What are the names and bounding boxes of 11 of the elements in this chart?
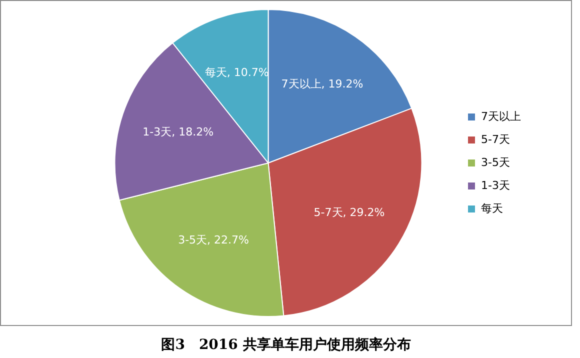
text: 图3 2016 共享单车用户使用频率分布 [160,336,412,354]
data-label: 7天以上, 19.2% [281,77,364,90]
legend-label: 3-5天 [481,156,510,169]
data-label: 5-7天, 29.2% [314,206,385,219]
legend-label: 每天 [481,202,503,215]
legend-label: 7天以上 [481,110,521,123]
data-label: 3-5天, 22.7% [178,234,249,247]
legend-label: 1-3天 [481,178,510,192]
legend-label: 5-7天 [481,132,510,146]
data-label: 1-3天, 18.2% [142,125,214,138]
data-label: 每天, 10.7% [204,66,269,80]
